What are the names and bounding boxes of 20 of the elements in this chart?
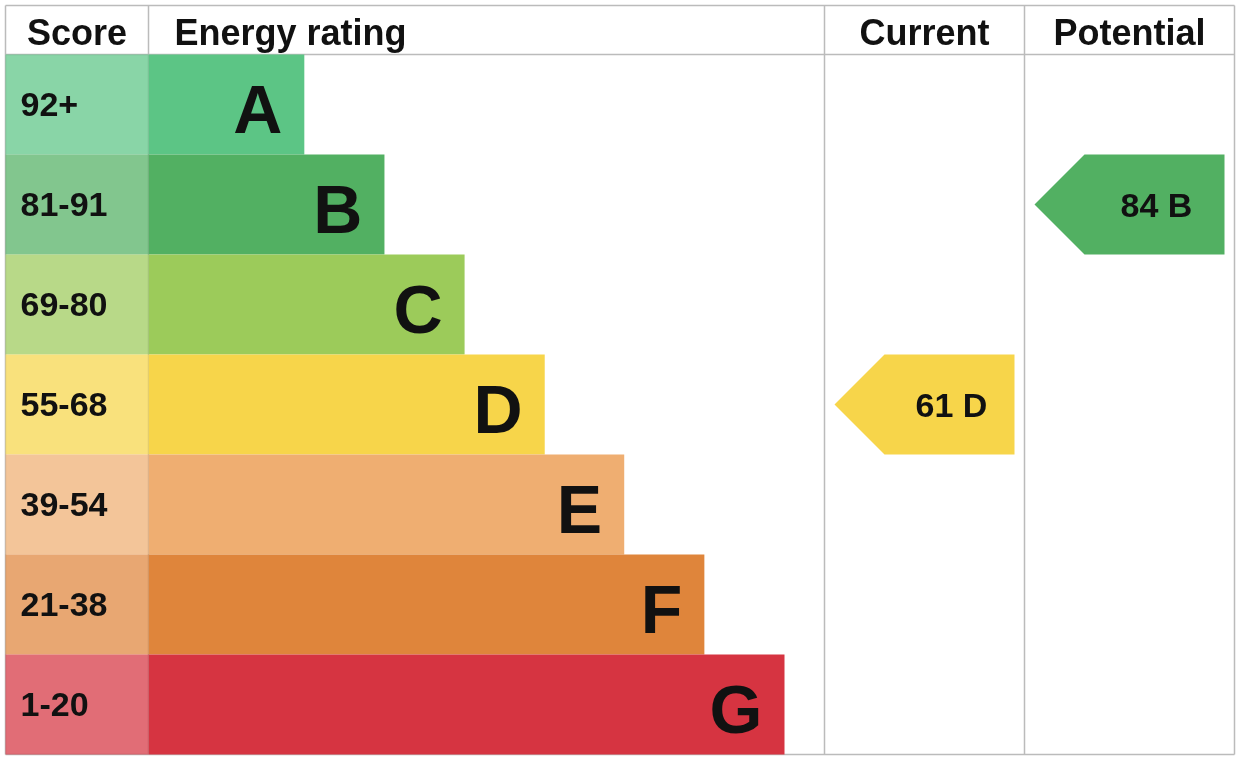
text: 92+	[20, 85, 79, 123]
text: 69-80	[20, 285, 108, 323]
annotation: Energy rating	[174, 11, 407, 53]
text: 55-68	[20, 385, 108, 423]
text: 39-54	[20, 485, 108, 523]
text: 21-38	[20, 585, 108, 623]
y-tick-label: C	[393, 270, 443, 347]
y-tick-label: F	[640, 570, 683, 647]
y-tick-label: G	[709, 670, 763, 747]
text: 81-91	[20, 185, 108, 223]
y-tick-label: B	[313, 170, 363, 247]
y-tick-label: A	[233, 70, 283, 147]
y-tick-label: D	[473, 370, 523, 447]
text: Potential	[1053, 11, 1206, 53]
text: 84 B	[1120, 185, 1193, 224]
text: Score	[26, 11, 128, 53]
y-tick-label: E	[556, 470, 603, 547]
text: 61 D	[915, 385, 988, 424]
text: 1-20	[20, 685, 89, 723]
text: Current	[859, 11, 990, 53]
